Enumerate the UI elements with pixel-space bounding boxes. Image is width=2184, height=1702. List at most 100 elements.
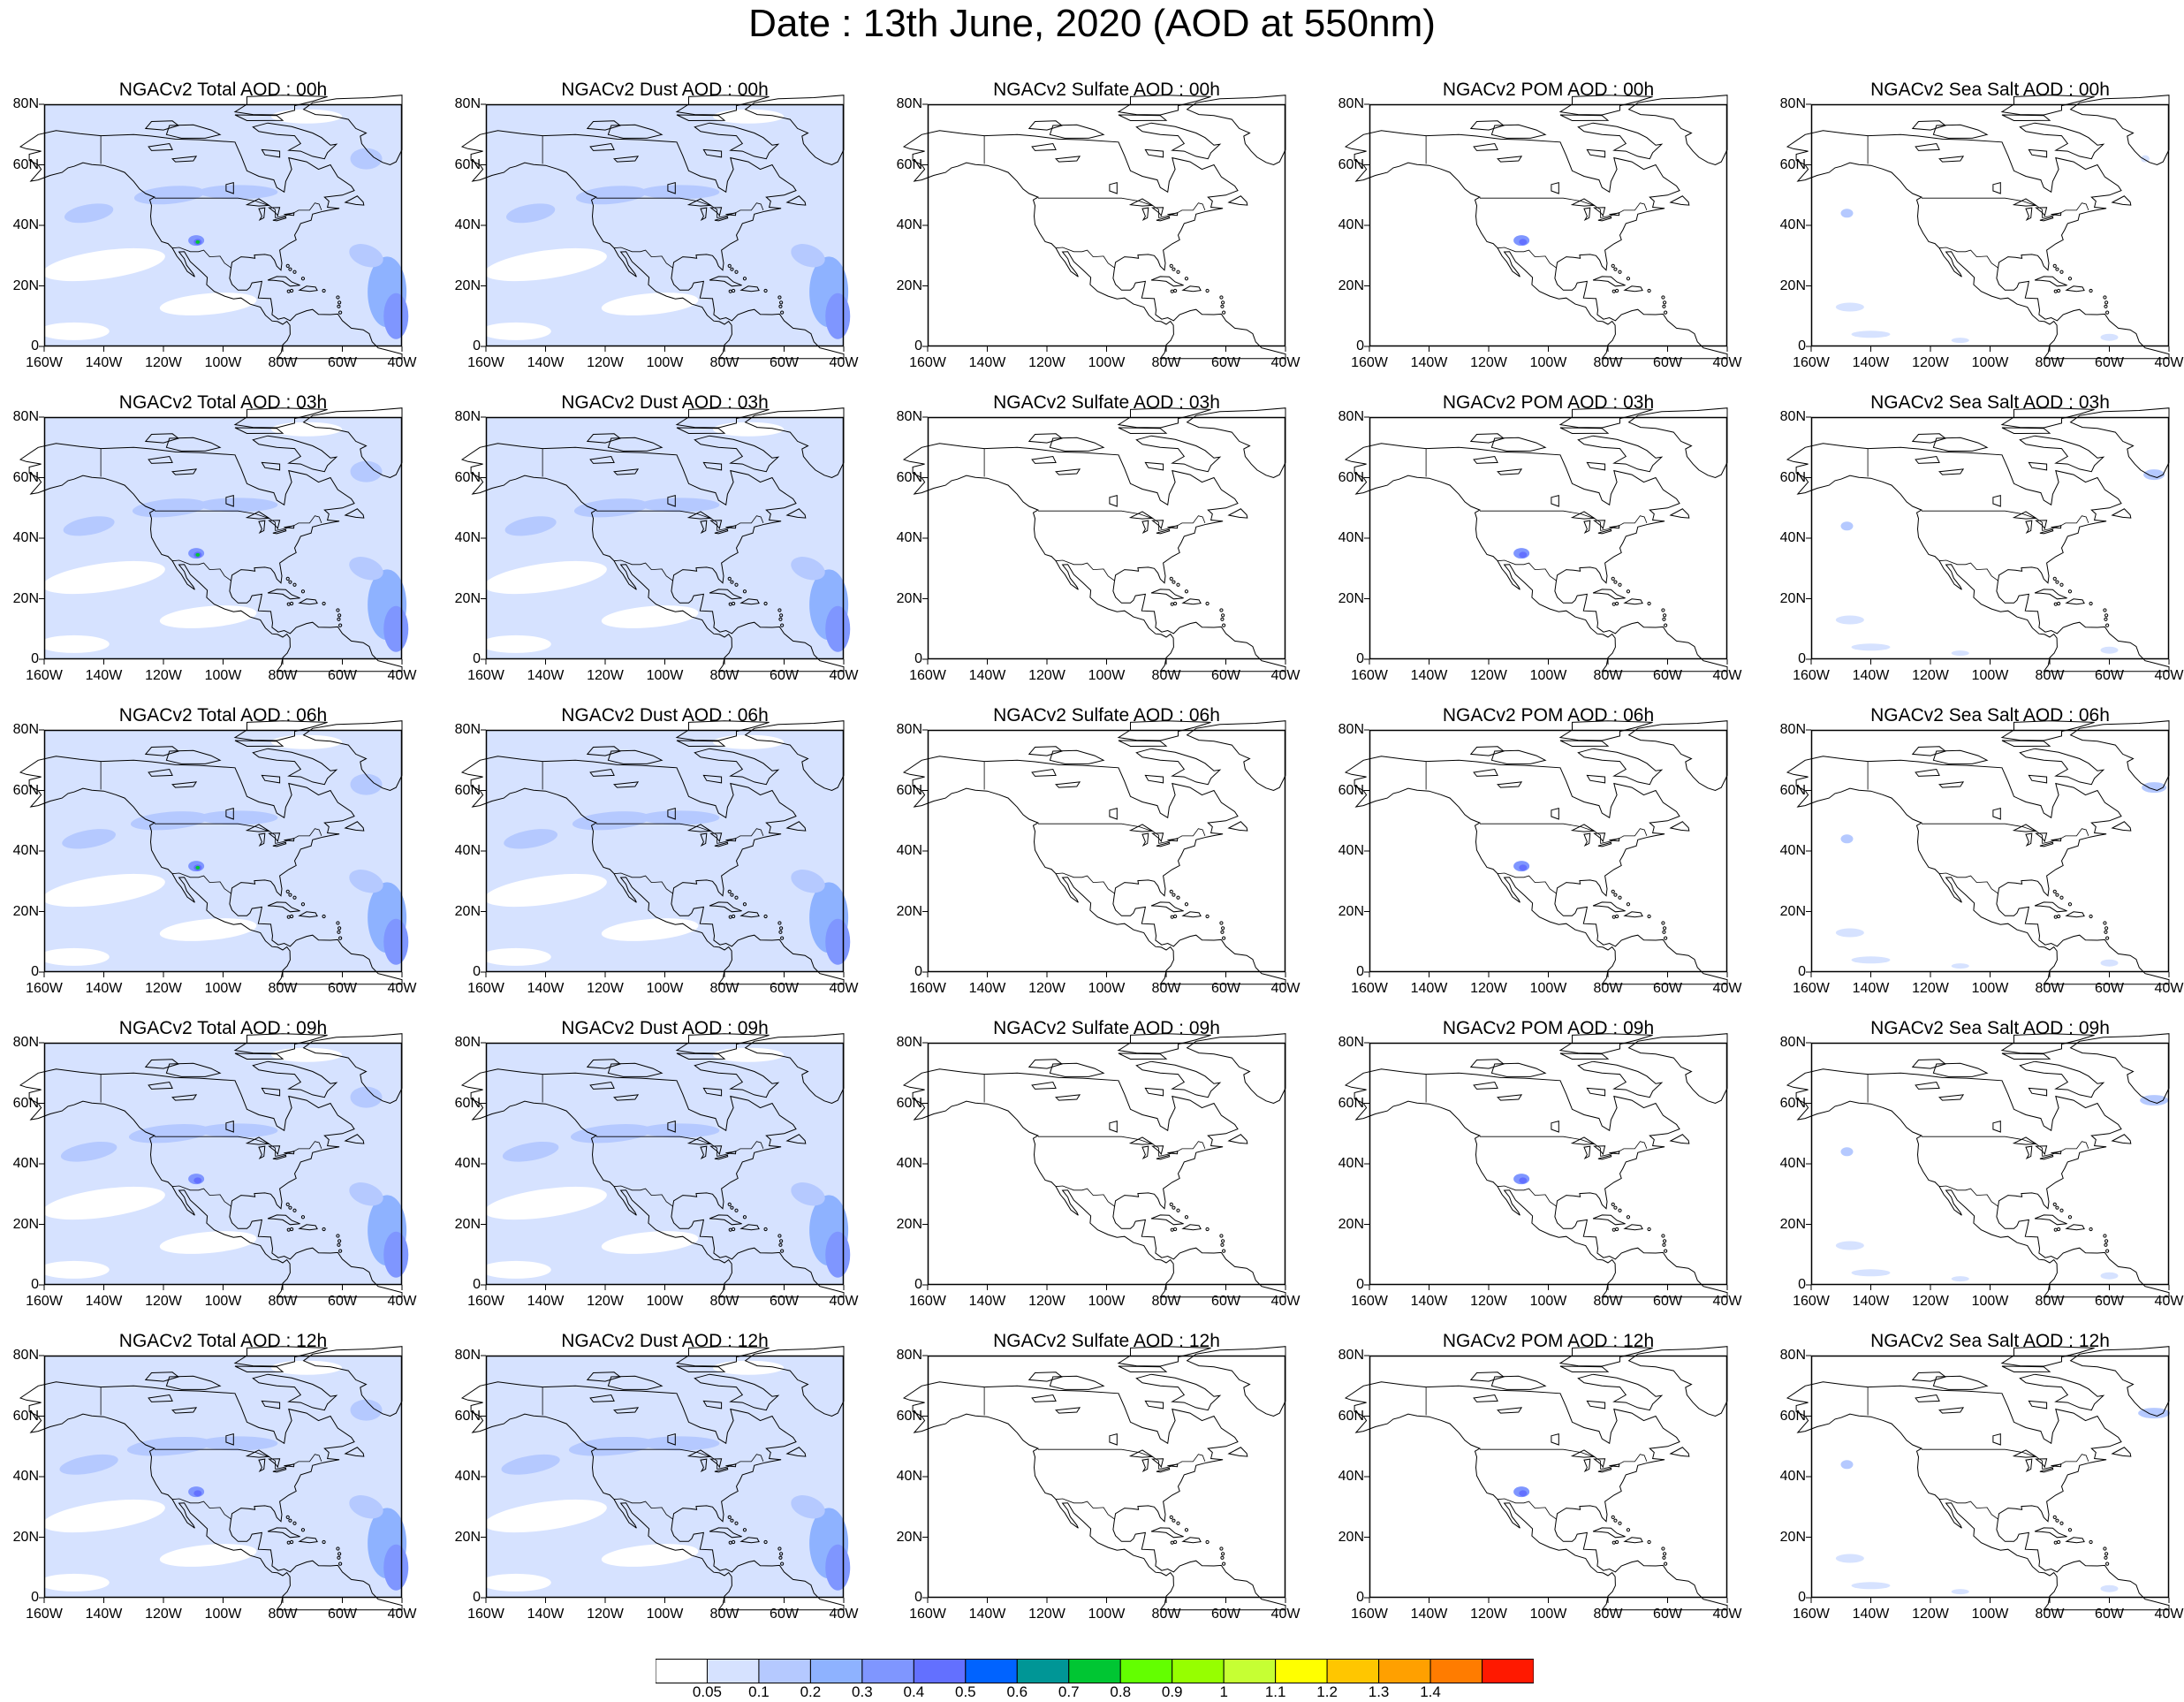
sea-salt-tropical [1835,1241,1864,1250]
lon-tick-label: 100W [204,1294,242,1309]
lon-tick-label: 140W [527,668,565,683]
seasalt-aod-field [1811,417,2169,659]
pacific-aerosol-band [573,498,648,518]
atlantic-dust-core [383,1544,409,1591]
lon-tick-label: 40W [387,981,417,996]
lat-tick-label: 60N [454,1408,481,1424]
pacific-aerosol-band [133,186,205,205]
lon-tick-label: 40W [1270,668,1301,683]
continental-aerosol [198,185,278,200]
lon-tick-label: 140W [1410,1607,1448,1622]
lon-tick-label: 80W [709,355,739,370]
map-frame [927,1042,1286,1286]
lat-tick-label: 20N [454,277,481,293]
lat-tick-label: 80N [1338,409,1364,424]
dust-aod-field [480,417,851,659]
atlantic-dust-edge [349,557,383,581]
pacific-aerosol-band [504,516,557,536]
lat-tick-label: 20N [454,1216,481,1232]
map-plot [1344,720,1728,985]
sw-us-smoke-peak [195,865,201,870]
sw-us-smoke-core [1519,1177,1528,1184]
lat-tick-label: 40N [896,1156,922,1171]
lat-tick-label: 40N [12,217,39,232]
map-frame [927,416,1286,660]
colorbar-swatch [758,1659,811,1683]
map-plot [902,1346,1286,1611]
lat-tick-label: 0 [914,964,922,979]
map-panel-dust-row3: NGACv2 Dust AOD : 09h 0 20N 40N 60N 80N 160W 14… [442,1018,883,1331]
figure-title: Date : 13th June, 2020 (AOD at 550nm) [748,2,1436,45]
lon-tick-label: 100W [1088,355,1126,370]
colorbar-swatch [1378,1659,1431,1683]
lat-tick-label: 20N [1779,1216,1806,1232]
tick-marks [39,416,403,665]
colorbar-swatch [809,1659,863,1683]
field-background [1369,104,1727,346]
colorbar-swatch [1119,1659,1173,1683]
sea-salt-tropical [1851,643,1891,651]
colorbar-label: 0.2 [800,1683,822,1700]
field-background [1811,1356,2169,1598]
lat-tick-label: 40N [1779,530,1806,545]
sea-salt-labrador [2140,1095,2169,1106]
coastlines [1344,1033,1728,1298]
lon-tick-label: 60W [770,981,799,996]
lon-tick-label: 80W [2035,355,2065,370]
colorbar-swatch [1275,1659,1328,1683]
lon-tick-label: 60W [2095,1607,2124,1622]
lon-tick-label: 60W [328,355,357,370]
tick-marks [922,729,1286,977]
atlantic-dust-core [825,293,851,339]
lon-tick-label: 60W [770,668,799,683]
sea-salt-tropical [2100,1584,2119,1592]
map-panel-seasalt-row1: NGACv2 Sea Salt AOD : 03h 0 20N 40N 60N 80N 16… [1767,392,2184,705]
lon-tick-label: 100W [646,668,684,683]
lon-tick-label: 100W [204,355,242,370]
panel-title: NGACv2 Sulfate AOD : 06h [993,705,1220,726]
panel-title: NGACv2 POM AOD : 12h [1442,1331,1655,1351]
lat-tick-label: 80N [1779,409,1806,424]
lon-tick-label: 40W [387,1607,417,1622]
lat-tick-label: 20N [12,1529,39,1545]
pacific-aerosol-band [575,186,647,205]
clean-air-swirl [484,247,607,282]
arctic-haze [350,460,383,482]
lon-tick-label: 140W [1410,981,1448,996]
lon-tick-label: 120W [587,1607,624,1622]
clean-air-swirl [480,1260,551,1279]
map-panel-seasalt-row2: NGACv2 Sea Salt AOD : 06h 0 20N 40N 60N 80N 16… [1767,705,2184,1018]
map-plot [1344,1346,1728,1611]
lat-tick-label: 60N [454,156,481,172]
clean-air-swirl [484,1499,607,1533]
map-panel-sulfate-row1: NGACv2 Sulfate AOD : 03h 0 20N 40N 60N 80N 160… [883,392,1325,705]
lon-tick-label: 160W [26,355,63,370]
lat-tick-label: 20N [896,277,922,293]
lon-tick-label: 140W [1410,355,1448,370]
sulfate-aod-field [928,417,1285,659]
arctic-haze [350,773,383,795]
map-plot [902,95,1286,360]
lon-tick-label: 60W [770,1294,799,1309]
lon-tick-label: 160W [1793,355,1830,370]
map-panel-dust-row1: NGACv2 Dust AOD : 03h 0 20N 40N 60N 80N 160W 14… [442,392,883,705]
map-panel-pom-row4: NGACv2 POM AOD : 12h 0 20N 40N 60N 80N 160W 140… [1325,1331,1767,1644]
panel-title: NGACv2 Total AOD : 12h [118,1331,328,1351]
continental-aerosol [198,498,278,513]
map-frame [485,1355,845,1599]
dust-aod-field [480,1356,851,1598]
lat-tick-label: 60N [12,1408,39,1424]
sea-salt-tropical [1835,1554,1864,1563]
lon-tick-label: 60W [1211,1294,1240,1309]
atlantic-dust-edge [791,1495,825,1519]
lat-tick-label: 0 [473,1590,481,1605]
lat-tick-label: 20N [896,1529,922,1545]
coastlines [902,95,1286,360]
coastlines [1344,720,1728,985]
map-plot [1344,95,1728,360]
lon-tick-label: 120W [1028,1607,1065,1622]
continental-aerosol [640,498,720,513]
lat-tick-label: 0 [914,651,922,666]
lon-tick-label: 60W [328,1294,357,1309]
sea-salt-pacific [1840,1147,1854,1157]
